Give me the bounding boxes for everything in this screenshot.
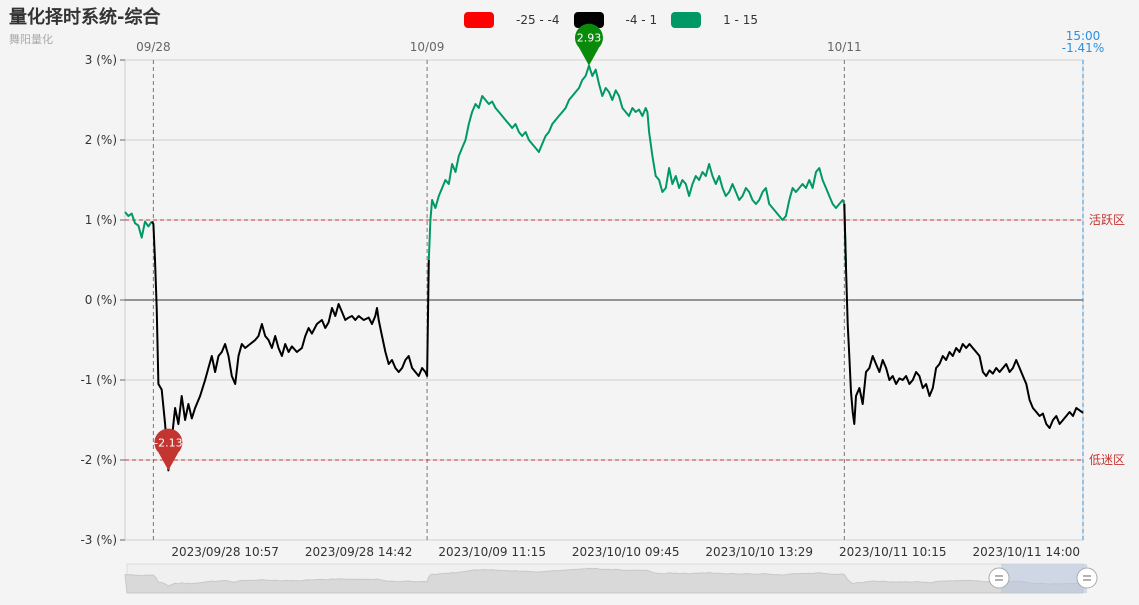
x-tick-label: 2023/10/09 11:15 [438, 545, 546, 559]
legend-label: 1 - 15 [723, 13, 758, 27]
series-line-positive [124, 211, 153, 239]
zoom-handle-right[interactable] [1076, 567, 1098, 589]
pin-value-label: 2.93 [577, 32, 602, 45]
zoom-slider-preview [124, 567, 1084, 594]
pin-value-label: -2.13 [154, 436, 182, 449]
threshold-label: 低迷区 [1089, 453, 1125, 467]
x-tick-label: 2023/10/11 10:15 [839, 545, 947, 559]
min-marker[interactable]: -2.13 [154, 428, 183, 471]
legend-item-positive[interactable]: 1 - 15 [671, 12, 758, 28]
day-label: 09/28 [136, 40, 171, 54]
max-marker[interactable]: 2.93 [574, 23, 603, 66]
x-tick-label: 2023/09/28 14:42 [305, 545, 413, 559]
series-line-negative [843, 203, 1084, 429]
legend-item-strong-negative[interactable]: -25 - -4 [464, 12, 560, 28]
y-tick-label: 0 (%) [85, 293, 117, 307]
y-tick-label: 3 (%) [85, 53, 117, 67]
day-label: 10/09 [410, 40, 445, 54]
x-tick-label: 2023/09/28 10:57 [171, 545, 279, 559]
legend-label: -25 - -4 [516, 13, 560, 27]
y-tick-label: 1 (%) [85, 213, 117, 227]
day-label: 10/11 [827, 40, 862, 54]
pin-shape [574, 23, 603, 66]
x-tick-label: 2023/10/10 09:45 [572, 545, 680, 559]
legend-item-neutral[interactable]: -4 - 1 [573, 12, 658, 28]
legend-swatch-red [464, 12, 494, 28]
series-line-positive [427, 64, 847, 269]
legend-swatch-green [671, 12, 702, 28]
series-line-negative [150, 221, 430, 472]
current-value-label: -1.41% [1062, 41, 1104, 55]
y-tick-label: -2 (%) [80, 453, 117, 467]
x-tick-label: 2023/10/11 14:00 [972, 545, 1080, 559]
zoom-slider-selection[interactable] [1001, 564, 1087, 593]
y-tick-label: -1 (%) [80, 373, 117, 387]
legend-label: -4 - 1 [625, 13, 658, 27]
threshold-label: 活跃区 [1089, 213, 1125, 227]
chart-title: 量化择时系统-综合 [9, 7, 161, 28]
zoom-handle-left[interactable] [988, 567, 1010, 589]
pin-shape [154, 428, 183, 471]
y-tick-label: 2 (%) [85, 133, 117, 147]
x-tick-label: 2023/10/10 13:29 [705, 545, 813, 559]
current-time-label: 15:00 [1066, 29, 1101, 43]
legend-swatch-black [573, 12, 604, 28]
chart-subtitle: 舞阳量化 [9, 33, 53, 46]
legend: -25 - -4 -4 - 1 1 - 15 [464, 12, 772, 28]
y-tick-label: -3 (%) [80, 533, 117, 547]
